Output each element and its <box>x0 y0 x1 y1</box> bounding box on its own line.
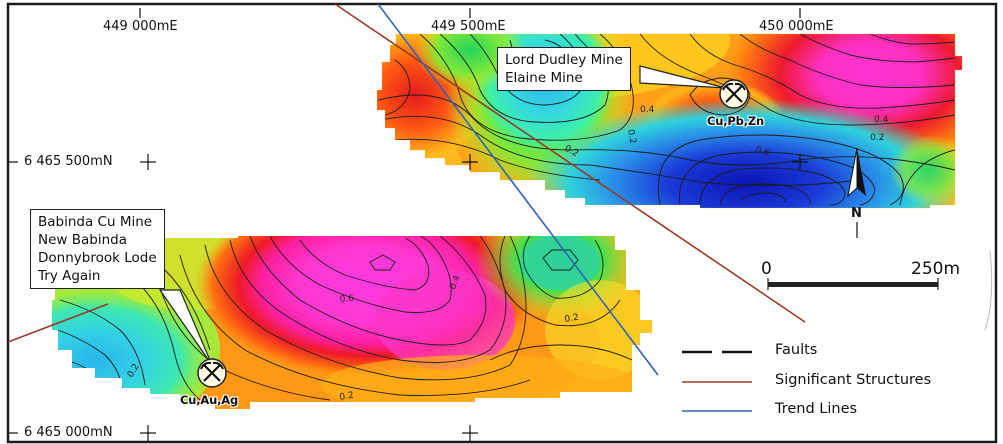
north-mine-symbol <box>719 79 749 109</box>
contour-label: 0.2 <box>564 313 580 325</box>
south-mine-symbol <box>197 358 227 388</box>
trend-lines <box>377 3 659 376</box>
legend-faults-label: Faults <box>775 342 818 358</box>
scale-end-label: 250m <box>911 259 961 279</box>
mine-name: Elaine Mine <box>505 70 583 86</box>
contour-labels: 0.2 0.4 0.4 0.2 0.2 0.6 0.6 0.4 0.2 0.2 … <box>126 105 889 403</box>
north-mineralization-label: Cu,Pb,Zn <box>707 114 764 128</box>
contour-label: 0.4 <box>640 105 655 115</box>
mine-name: Babinda Cu Mine <box>38 214 153 230</box>
legend-structures-label: Significant Structures <box>775 372 932 388</box>
contour-label: 0.2 <box>870 133 884 143</box>
south-callout-pointer <box>158 289 213 366</box>
north-arrow-label: N <box>851 206 862 221</box>
legend-trend-lines-label: Trend Lines <box>775 401 858 417</box>
easting-label-449500: 449 500mE <box>431 19 506 34</box>
scale-bar <box>767 278 939 290</box>
easting-label-450000: 450 000mE <box>759 19 834 34</box>
northing-label-6465000: 6 465 000mN <box>24 425 113 440</box>
contour-label: 0.4 <box>448 274 462 291</box>
legend-symbols <box>682 350 752 412</box>
south-mines-callout: Babinda Cu Mine New Babinda Donnybrook L… <box>30 209 165 289</box>
northing-label-6465500: 6 465 500mN <box>24 154 113 169</box>
contour-label: 0.2 <box>625 129 637 145</box>
significant-structures <box>7 3 806 343</box>
contour-label: 0.2 <box>339 391 355 403</box>
mine-name: Donnybrook Lode <box>38 250 157 266</box>
easting-label-449000: 449 000mE <box>103 19 178 34</box>
south-mineralization-label: Cu,Au,Ag <box>180 393 238 407</box>
north-arrow-icon <box>847 147 866 238</box>
grid-crosses <box>8 8 808 441</box>
mine-name: Lord Dudley Mine <box>505 52 623 68</box>
scale-start-label: 0 <box>761 259 772 279</box>
contour-label: 0.6 <box>339 294 354 305</box>
contour-label: 0.6 <box>754 145 771 158</box>
mine-name: Try Again <box>38 268 101 284</box>
mine-name: New Babinda <box>38 232 127 248</box>
edge-mark <box>984 249 993 331</box>
north-mines-callout: Lord Dudley Mine Elaine Mine <box>497 47 631 91</box>
contour-label: 0.4 <box>874 115 889 125</box>
north-callout-pointer <box>639 65 727 89</box>
